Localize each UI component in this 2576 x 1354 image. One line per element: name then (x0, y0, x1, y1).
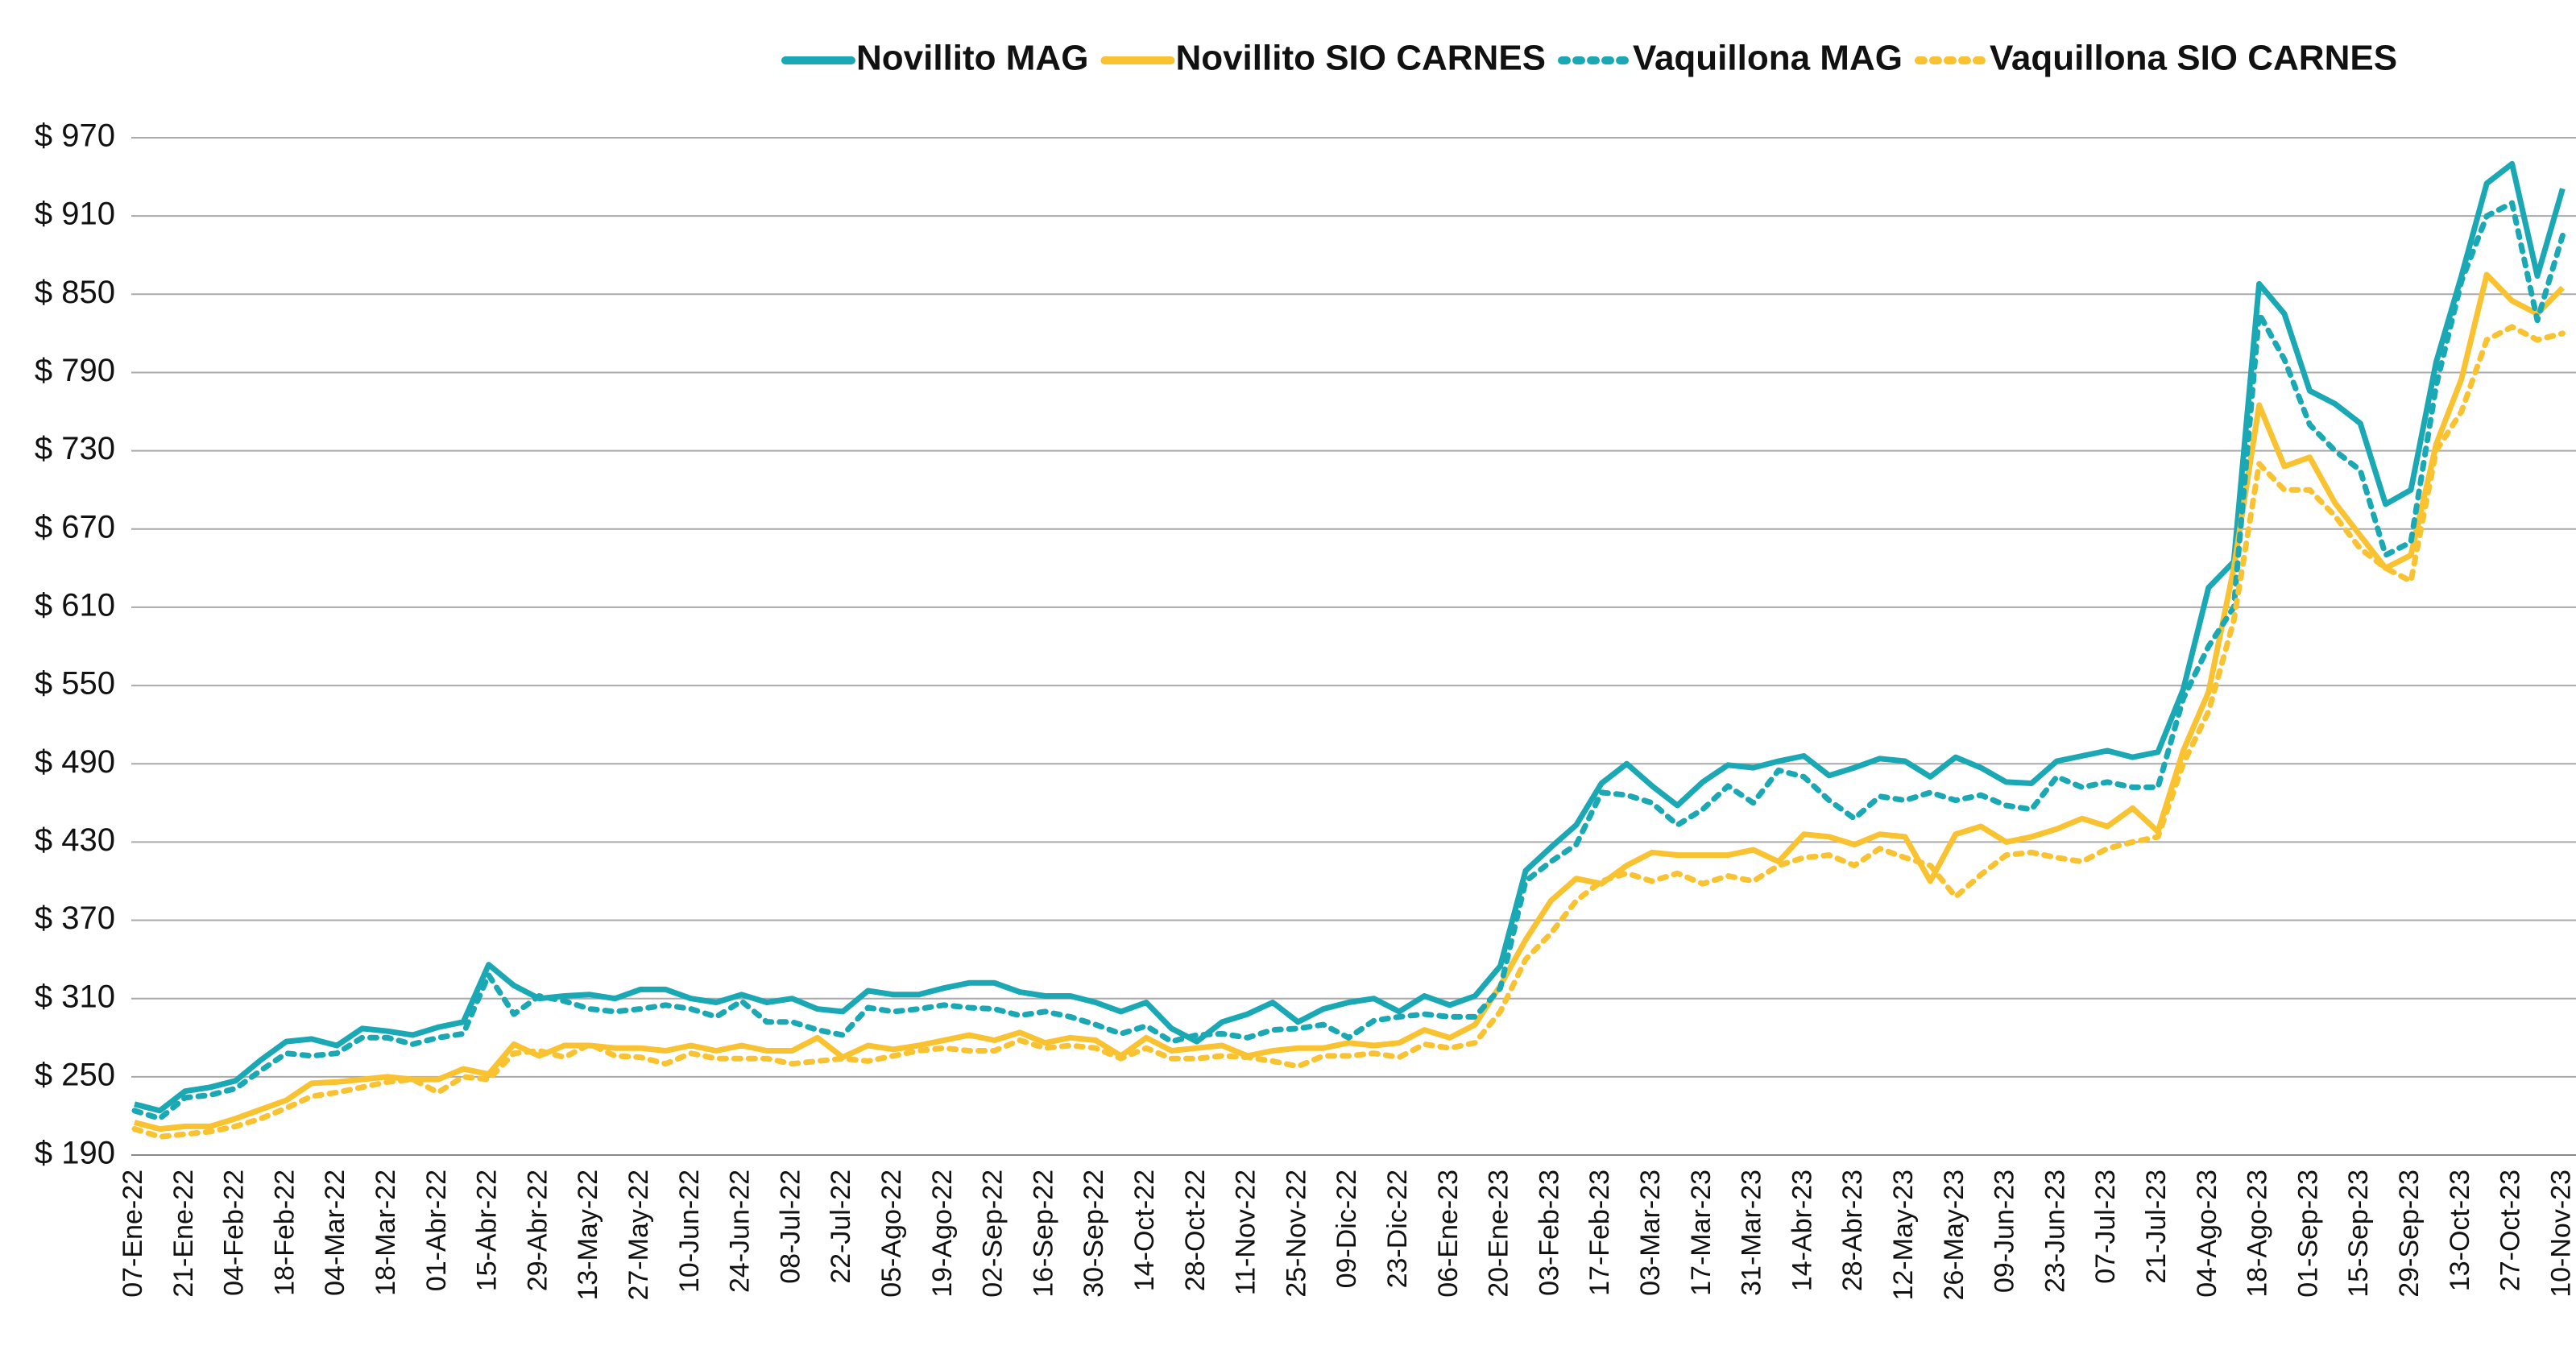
x-tick-label: 21-Jul-23 (2141, 1170, 2172, 1284)
x-tick-label: 15-Sep-23 (2343, 1170, 2374, 1298)
x-tick-label: 14-Abr-23 (1787, 1170, 1817, 1291)
y-tick-label: $ 790 (35, 353, 115, 388)
x-tick-label: 27-Oct-23 (2495, 1170, 2526, 1291)
x-tick-label: 13-May-22 (573, 1170, 603, 1301)
x-tick-label: 28-Abr-23 (1837, 1170, 1868, 1291)
legend-label: Novillito SIO CARNES (1175, 39, 1546, 78)
x-tick-label: 05-Ago-22 (876, 1170, 907, 1298)
y-tick-label: $ 970 (35, 118, 115, 154)
x-tick-label: 10-Nov-23 (2545, 1170, 2576, 1298)
series-line (134, 160, 2566, 1114)
x-tick-label: 26-May-23 (1939, 1170, 1969, 1301)
y-tick-label: $ 550 (35, 666, 115, 702)
y-tick-label: $ 730 (35, 431, 115, 466)
x-tick-label: 19-Ago-22 (927, 1170, 958, 1298)
x-tick-label: 01-Sep-23 (2292, 1170, 2323, 1298)
x-tick-label: 06-Ene-23 (1433, 1170, 1464, 1298)
x-tick-label: 03-Feb-23 (1534, 1170, 1564, 1296)
x-tick-label: 17-Feb-23 (1584, 1170, 1615, 1296)
y-tick-label: $ 670 (35, 509, 115, 544)
legend-label: Vaquillona MAG (1633, 39, 1903, 78)
x-tick-label: 04-Ago-23 (2192, 1170, 2222, 1298)
x-tick-label: 17-Mar-23 (1686, 1170, 1717, 1296)
series-line (131, 200, 2566, 1122)
x-tick-label: 04-Feb-22 (219, 1170, 250, 1296)
x-tick-label: 28-Oct-22 (1180, 1170, 1211, 1291)
y-tick-label: $ 370 (35, 901, 115, 936)
x-tick-label: 08-Jul-22 (775, 1170, 806, 1284)
y-tick-label: $ 910 (35, 197, 115, 232)
x-tick-label: 22-Jul-22 (826, 1170, 856, 1284)
y-tick-label: $ 310 (35, 979, 115, 1014)
x-tick-label: 27-May-22 (623, 1170, 654, 1301)
x-tick-label: 07-Ene-22 (118, 1170, 148, 1298)
y-tick-label: $ 250 (35, 1057, 115, 1092)
x-tick-label: 20-Ene-23 (1484, 1170, 1514, 1298)
legend: Novillito MAG Novillito SIO CARNES Vaquill… (781, 39, 2397, 78)
x-tick-label: 21-Ene-22 (168, 1170, 199, 1298)
y-tick-label: $ 850 (35, 275, 115, 310)
x-tick-label: 25-Nov-22 (1281, 1170, 1311, 1298)
x-tick-label: 01-Abr-22 (421, 1170, 452, 1291)
x-tick-label: 16-Sep-22 (1028, 1170, 1058, 1298)
x-tick-label: 29-Sep-23 (2394, 1170, 2425, 1298)
x-tick-label: 23-Dic-22 (1382, 1170, 1413, 1288)
legend-label: Vaquillona SIO CARNES (1990, 39, 2397, 78)
x-tick-label: 09-Dic-22 (1331, 1170, 1362, 1288)
x-tick-label: 14-Oct-22 (1129, 1170, 1160, 1291)
x-tick-label: 12-May-23 (1888, 1170, 1919, 1301)
x-tick-label: 10-Jun-22 (674, 1170, 705, 1293)
x-tick-label: 15-Abr-22 (472, 1170, 503, 1291)
x-tick-label: 09-Jun-23 (1990, 1170, 2020, 1293)
x-tick-label: 03-Mar-23 (1635, 1170, 1666, 1296)
x-tick-label: 18-Feb-22 (269, 1170, 300, 1296)
x-tick-label: 18-Ago-23 (2243, 1170, 2273, 1298)
x-tick-label: 29-Abr-22 (522, 1170, 553, 1291)
x-tick-label: 11-Nov-22 (1231, 1170, 1261, 1295)
x-tick-label: 18-Mar-22 (371, 1170, 401, 1296)
series-line (131, 324, 2566, 1140)
x-tick-label: 24-Jun-22 (725, 1170, 756, 1293)
y-tick-label: $ 610 (35, 587, 115, 623)
y-tick-label: $ 430 (35, 822, 115, 858)
x-tick-label: 02-Sep-22 (978, 1170, 1008, 1298)
x-tick-label: 23-Jun-23 (2040, 1170, 2070, 1293)
x-tick-label: 30-Sep-22 (1079, 1170, 1109, 1298)
x-tick-label: 31-Mar-23 (1737, 1170, 1767, 1296)
x-tick-label: 13-Oct-23 (2445, 1170, 2475, 1291)
y-tick-label: $ 190 (35, 1136, 115, 1171)
x-tick-label: 04-Mar-22 (320, 1170, 350, 1296)
legend-label: Novillito MAG (856, 39, 1088, 78)
x-tick-label: 07-Jul-23 (2090, 1170, 2121, 1284)
y-tick-label: $ 490 (35, 744, 115, 780)
